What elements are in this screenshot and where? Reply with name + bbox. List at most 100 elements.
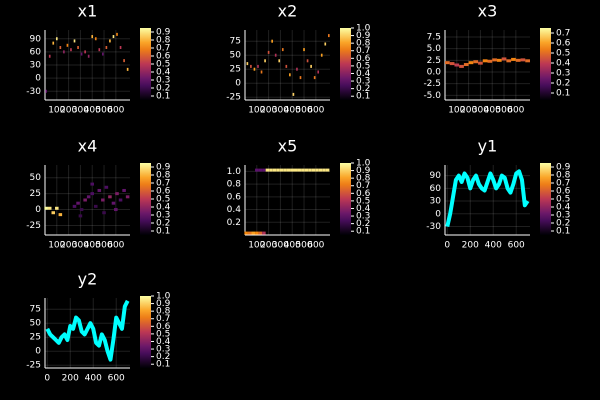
heatmap-cell — [112, 35, 115, 39]
colorbar-tick-label: 0.8 — [356, 174, 371, 184]
colorbar-tick-label: 0.1 — [556, 89, 570, 99]
subplot-title: x2 — [278, 2, 298, 21]
heatmap-cell — [285, 64, 288, 68]
heatmap-cell — [119, 46, 122, 49]
colorbar-tick-label: 0.9 — [156, 28, 171, 38]
heatmap-cell — [251, 231, 256, 235]
heatmap-cell — [86, 195, 91, 199]
colorbar-tick-label: 0.6 — [156, 187, 171, 197]
colorbar-tick-label: 0.3 — [156, 211, 170, 221]
colorbar-tick-label: 0.8 — [556, 171, 571, 181]
y-tick-label: -30 — [426, 222, 441, 232]
y-tick-label: 2.5 — [427, 56, 441, 66]
colorbar-tick-label: 0.4 — [356, 69, 371, 79]
heatmap-cell — [80, 52, 83, 56]
y-tick-label: 0 — [35, 74, 41, 84]
heatmap-cell — [104, 185, 109, 189]
x-tick-label: 400 — [284, 241, 301, 251]
heatmap-cell — [454, 63, 460, 67]
line-series — [445, 169, 530, 227]
x-tick-label: 300 — [472, 106, 489, 116]
colorbar — [140, 28, 151, 100]
colorbar-tick-label: 0.7 — [356, 181, 370, 191]
y-tick-label: 25 — [230, 65, 241, 75]
heatmap-cell — [51, 211, 56, 215]
colorbar — [140, 296, 151, 368]
heatmap-cell — [98, 48, 101, 52]
heatmap-cell — [250, 64, 252, 68]
heatmap-cell — [115, 192, 119, 196]
heatmap-cell — [77, 46, 79, 49]
heatmap-cell — [257, 64, 259, 68]
x-tick-label: 400 — [84, 106, 101, 116]
colorbar-tick-label: 1.0 — [356, 24, 371, 34]
heatmap-cell — [304, 168, 309, 172]
heatmap-cell — [463, 63, 469, 67]
colorbar-tick-label: 0.5 — [356, 196, 370, 206]
colorbar-tick-label: 0.3 — [156, 345, 170, 355]
heatmap-cell — [246, 62, 249, 66]
colorbar-tick-label: 0.4 — [556, 59, 571, 69]
x-tick-label: 500 — [95, 241, 112, 251]
y-tick-label: 50 — [30, 173, 42, 183]
heatmap-cell — [487, 59, 493, 63]
heatmap-cell — [292, 92, 295, 96]
heatmap-cell — [449, 62, 455, 66]
colorbar — [140, 163, 151, 235]
heatmap-cell — [445, 61, 450, 65]
colorbar-tick-label: 0.5 — [556, 195, 570, 205]
heatmap-cell — [299, 76, 302, 80]
x-tick-label: 100 — [448, 106, 465, 116]
colorbar-tick-label: 0.3 — [556, 211, 570, 221]
heatmap-cell — [48, 54, 51, 58]
subplot-title: x3 — [478, 2, 498, 21]
y-tick-label: 60 — [430, 184, 442, 194]
heatmap-cell — [72, 204, 77, 208]
x-tick-label: 300 — [72, 106, 89, 116]
heatmap-cell — [492, 58, 497, 62]
heatmap-cell — [515, 58, 521, 62]
heatmap-cell — [310, 64, 312, 68]
colorbar-tick-label: 0.8 — [156, 171, 171, 181]
heatmap-cell — [506, 59, 512, 63]
y-tick-label: -25 — [26, 361, 41, 371]
heatmap-cell — [283, 168, 287, 172]
heatmap-cell — [267, 50, 270, 54]
colorbar-tick-label: 0.2 — [156, 84, 170, 94]
heatmap-cell — [290, 168, 294, 172]
heatmap-cell — [90, 192, 94, 196]
heatmap-cell — [262, 168, 266, 172]
colorbar-tick-label: 0.1 — [556, 227, 570, 237]
colorbar-tick-label: 0.7 — [556, 179, 570, 189]
colorbar-tick-label: 0.1 — [156, 227, 170, 237]
heatmap-cell — [501, 57, 507, 61]
heatmap-cell — [255, 231, 259, 235]
y-tick-label: 0 — [35, 205, 41, 215]
x-tick-label: 200 — [462, 241, 479, 251]
heatmap-cell — [102, 211, 106, 215]
y-tick-label: 5.0 — [427, 44, 442, 54]
y-tick-label: 0.6 — [227, 192, 242, 202]
colorbar-tick-label: 0.1 — [356, 92, 370, 102]
x-tick-label: 400 — [84, 241, 101, 251]
colorbar-tick-label: 0.9 — [356, 166, 371, 176]
heatmap-cell — [70, 48, 72, 52]
x-tick-label: 400 — [85, 374, 102, 384]
heatmap-cell — [296, 67, 298, 71]
colorbar-tick-label: 0.1 — [156, 360, 170, 370]
heatmap-cell — [123, 59, 125, 63]
heatmap-cell — [125, 195, 130, 199]
y-tick-label: -2.5 — [423, 79, 441, 89]
colorbar-tick-label: 0.9 — [556, 163, 571, 173]
x-tick-label: 600 — [107, 106, 124, 116]
colorbar-tick-label: 0.5 — [156, 195, 170, 205]
heatmap-cell — [272, 168, 277, 172]
heatmap-cell — [47, 206, 52, 210]
colorbar — [540, 163, 551, 235]
heatmap-cell — [269, 168, 273, 172]
heatmap-cell — [482, 59, 488, 63]
x-tick-label: 400 — [484, 106, 501, 116]
x-tick-label: 100 — [248, 241, 265, 251]
